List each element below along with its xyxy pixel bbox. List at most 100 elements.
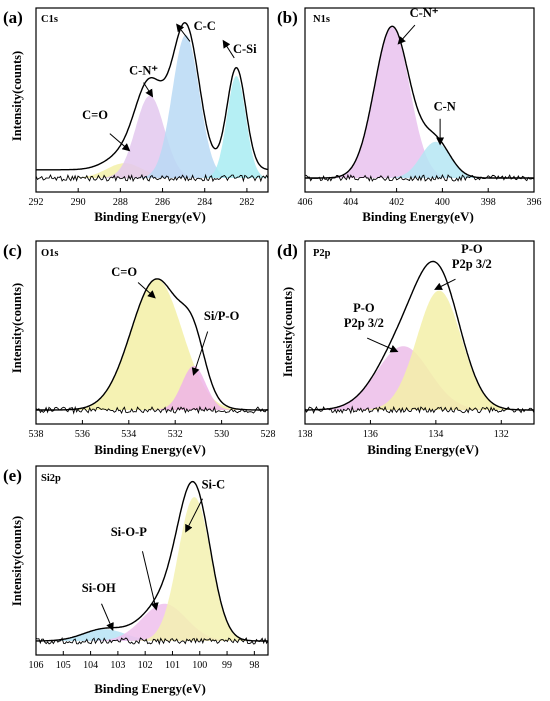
- annotation-p2p-1: P-O: [353, 301, 375, 315]
- annotation-n1s-1: C-N⁺: [410, 6, 439, 20]
- x-tick-label-si2p-98: 98: [249, 660, 259, 671]
- raw-trace-o1s: [35, 405, 269, 415]
- panel-p2p: (d) P2p Intensity(counts) Binding Energy…: [277, 241, 479, 457]
- x-tick-label-n1s-406: 406: [298, 197, 313, 208]
- x-tick-label-si2p-103: 103: [110, 660, 125, 671]
- raw-trace-p2p: [304, 405, 535, 415]
- x-tick-label-si2p-104: 104: [83, 660, 98, 671]
- peak-n1s-1: [305, 26, 534, 179]
- peak-o1s-2: [36, 365, 268, 410]
- peak-si2p-2: [36, 603, 268, 641]
- annotation-c1s-2: C-N⁺: [129, 63, 158, 77]
- axes-frame-o1s: [35, 240, 269, 425]
- annotation-arrow-o1s-2: [191, 331, 209, 376]
- annotation-p2p-2-line2: P2p 3/2: [452, 257, 492, 271]
- raw-trace-c1s: [35, 173, 269, 183]
- annotation-arrow-p2p-2: [434, 278, 456, 290]
- axes-frame-n1s: [304, 7, 535, 193]
- annotation-arrow-p2p-1: [366, 337, 399, 353]
- x-tick-label-si2p-102: 102: [138, 660, 153, 671]
- x-tick-label-n1s-402: 402: [389, 197, 404, 208]
- panel-o1s: (c) O1s Intensity(counts) Binding Energy…: [3, 241, 206, 457]
- annotation-o1s-2: Si/P-O: [204, 309, 240, 323]
- x-tick-label-o1s-528: 528: [261, 429, 276, 440]
- x-tick-label-c1s-286: 286: [155, 197, 170, 208]
- x-tick-label-c1s-284: 284: [197, 197, 212, 208]
- peak-c1s-2: [36, 95, 268, 178]
- axes-frame-c1s: [35, 7, 269, 193]
- x-tick-label-o1s-532: 532: [168, 429, 183, 440]
- x-tick-label-o1s-538: 538: [29, 429, 44, 440]
- x-axis-label-si2p: Binding Energy(eV): [94, 681, 206, 696]
- annotation-arrow-c1s-1: [109, 133, 131, 152]
- annotation-arrow-c1s-4: [222, 39, 235, 59]
- plot-c1s: 292 290 288 286 284 282 C=O C-N⁺ C-C C-Si: [29, 7, 269, 208]
- panel-si2p: (e) Si2p Intensity(counts) Binding Energ…: [3, 466, 206, 696]
- x-tick-label-n1s-400: 400: [435, 197, 450, 208]
- annotation-arrow-c1s-3: [176, 23, 191, 42]
- annotation-arrow-o1s-1: [137, 282, 156, 299]
- axes-frame-si2p: [35, 465, 269, 656]
- x-tick-label-n1s-396: 396: [527, 197, 542, 208]
- peak-si2p-3: [36, 497, 268, 641]
- annotation-si2p-3: Si-C: [202, 478, 226, 492]
- raw-trace-n1s: [304, 173, 535, 182]
- panel-label-b: (b): [277, 8, 298, 27]
- peak-c1s-4: [36, 76, 268, 178]
- x-axis-label-o1s: Binding Energy(eV): [94, 442, 206, 457]
- x-tick-label-n1s-398: 398: [481, 197, 496, 208]
- x-tick-label-c1s-288: 288: [113, 197, 128, 208]
- panel-label-c: (c): [3, 241, 22, 260]
- annotation-si2p-2: Si-O-P: [111, 525, 147, 539]
- x-axis-label-p2p: Binding Energy(eV): [367, 442, 479, 457]
- annotation-arrow-n1s-1: [397, 24, 416, 45]
- annotation-c1s-1: C=O: [82, 108, 108, 122]
- panel-n1s: (b) N1s Binding Energy(eV): [277, 8, 474, 224]
- peak-p2p-2: [305, 290, 534, 410]
- annotation-n1s-2: C-N: [434, 100, 456, 114]
- x-tick-label-o1s-536: 536: [75, 429, 90, 440]
- annotation-arrow-c1s-2: [143, 82, 154, 98]
- x-tick-label-si2p-100: 100: [192, 660, 207, 671]
- panel-label-d: (d): [277, 241, 298, 260]
- x-axis-label-c1s: Binding Energy(eV): [94, 209, 206, 224]
- x-axis-label-n1s: Binding Energy(eV): [362, 209, 474, 224]
- element-label-o1s: O1s: [41, 248, 59, 259]
- panel-c1s: (a) C1s Intensity(counts) Binding Energy…: [3, 8, 206, 224]
- envelope-c1s: [36, 21, 269, 171]
- envelope-p2p: [305, 260, 534, 411]
- plot-n1s: 406 404 402 400 398 396 C-N⁺ C-N: [298, 6, 542, 208]
- x-tick-label-si2p-101: 101: [165, 660, 180, 671]
- x-tick-label-p2p-134: 134: [428, 429, 443, 440]
- panel-label-e: (e): [3, 466, 22, 485]
- x-tick-label-si2p-106: 106: [29, 660, 44, 671]
- x-tick-label-p2p-138: 138: [298, 429, 313, 440]
- element-label-si2p: Si2p: [41, 473, 61, 484]
- annotation-p2p-1-line2: P2p 3/2: [344, 316, 384, 330]
- axes-frame-p2p: [304, 240, 535, 425]
- y-axis-label-si2p: Intensity(counts): [10, 516, 24, 606]
- annotation-arrow-si2p-3: [185, 498, 203, 533]
- y-axis-label-o1s: Intensity(counts): [10, 283, 24, 373]
- peak-o1s-1: [36, 279, 268, 410]
- annotation-c1s-3: C-C: [194, 19, 216, 33]
- annotation-o1s-1: C=O: [111, 265, 137, 279]
- annotation-arrow-si2p-2: [141, 551, 159, 611]
- x-tick-label-n1s-404: 404: [343, 197, 358, 208]
- x-tick-label-p2p-132: 132: [494, 429, 509, 440]
- element-label-c1s: C1s: [41, 14, 58, 25]
- plot-si2p: 106 105 104 103 102 101 100 99 98 Si-OH Si-O-P Si-C: [29, 465, 269, 671]
- annotation-p2p-2: P-O: [461, 242, 483, 256]
- panel-label-a: (a): [3, 8, 23, 27]
- x-tick-label-p2p-136: 136: [363, 429, 378, 440]
- x-tick-label-c1s-292: 292: [29, 197, 44, 208]
- peak-n1s-2: [305, 141, 534, 178]
- plot-o1s: 538 536 534 532 530 528 C=O Si/P-O: [29, 240, 276, 440]
- y-axis-label-p2p: Intensity(counts): [281, 287, 295, 377]
- x-tick-label-o1s-534: 534: [121, 429, 136, 440]
- x-tick-label-o1s-530: 530: [214, 429, 229, 440]
- raw-trace-si2p: [35, 637, 269, 646]
- annotation-c1s-4: C-Si: [233, 42, 257, 56]
